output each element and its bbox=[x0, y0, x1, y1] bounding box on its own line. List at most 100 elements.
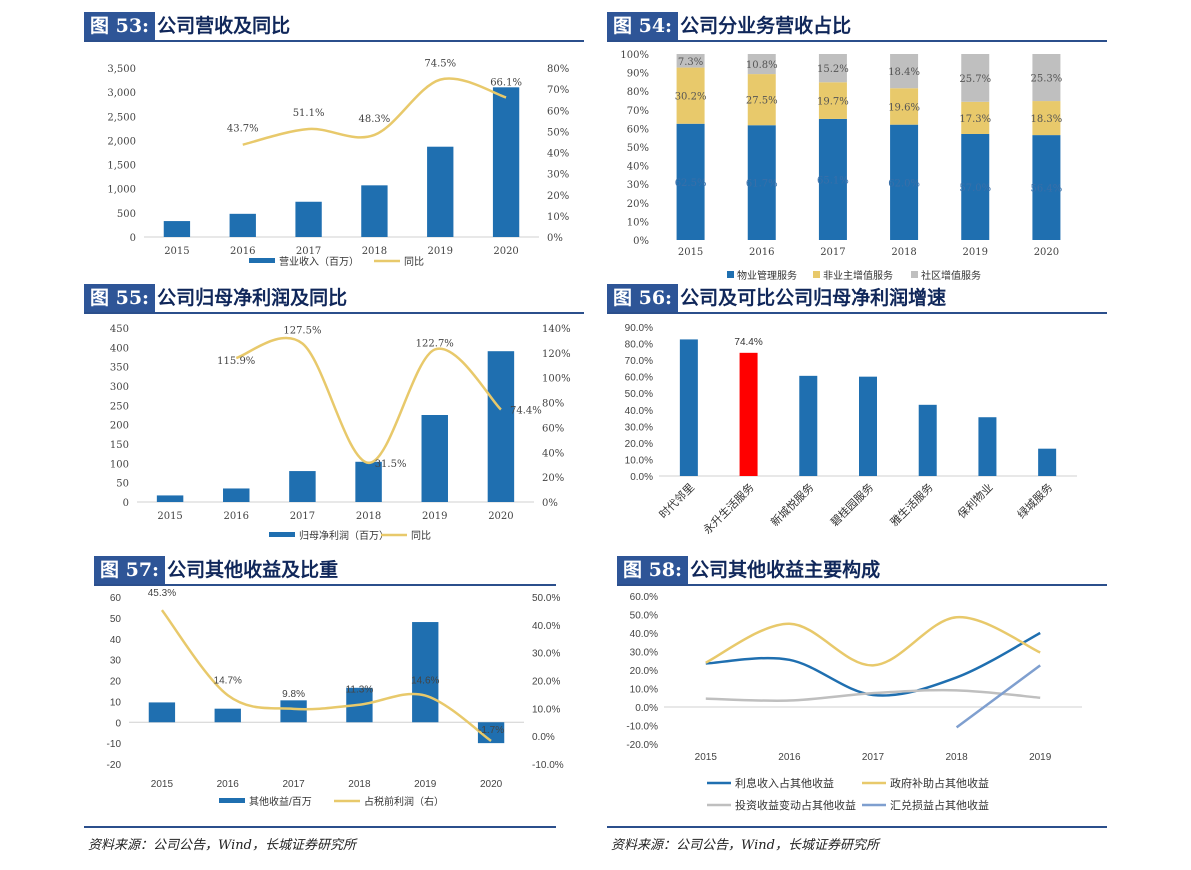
bar-雅生活服务 bbox=[918, 404, 937, 476]
panel-fig55: 图 55: 公司归母净利润及同比 0 50 100 150 200 250 300 350 400… bbox=[84, 284, 584, 549]
fig56-title-bar: 图 56: 公司及可比公司归母净利润增速 bbox=[607, 284, 1107, 314]
bar-2019 bbox=[412, 622, 439, 723]
y-tick-label: 100 bbox=[110, 459, 129, 470]
segment-label: 19.6% bbox=[888, 102, 920, 113]
x-tick-label: 碧桂园服务 bbox=[827, 480, 876, 529]
segment-label: 18.4% bbox=[888, 67, 920, 78]
y-tick-label: 3,000 bbox=[107, 88, 136, 99]
legend-bar-label: 营业收入（百万） bbox=[279, 255, 359, 268]
y-tick-label: 60.0% bbox=[630, 592, 658, 603]
legend-bar-label: 其他收益/百万 bbox=[249, 795, 312, 808]
x-tick-label: 新城悦服务 bbox=[768, 480, 817, 529]
x-tick-label: 2018 bbox=[891, 247, 916, 258]
y-tick-label: 70.0% bbox=[625, 356, 653, 367]
highlight-value-label: 74.4% bbox=[734, 337, 762, 348]
x-tick-label: 2016 bbox=[230, 246, 255, 257]
legend-bar-swatch bbox=[249, 258, 275, 263]
source-note-right: 资料来源：公司公告，Wind，长城证券研究所 bbox=[611, 838, 879, 853]
panel-fig53: 图 53: 公司营收及同比 0 500 1,000 1,500 2,000 2,500 3,0… bbox=[84, 12, 584, 272]
fig55-tag: 图 55: bbox=[84, 284, 156, 312]
legend-line-label: 同比 bbox=[404, 256, 424, 268]
segment-非业主增值服务-2019 bbox=[961, 101, 990, 134]
bar-2016 bbox=[214, 708, 241, 723]
y-tick-label: 50% bbox=[627, 143, 649, 154]
x-tick-label: 2019 bbox=[963, 247, 988, 258]
y-tick-label: 50 bbox=[110, 614, 122, 625]
line-series-yoy bbox=[242, 77, 507, 146]
y2-tick-label: 50% bbox=[547, 127, 569, 138]
segment-label: 57.0% bbox=[959, 183, 991, 194]
y-tick-label: 50 bbox=[116, 479, 129, 490]
y2-tick-label: 60% bbox=[542, 423, 564, 434]
y-tick-label: 30.0% bbox=[625, 422, 653, 433]
chart-fig58: -20.0% -10.0% 0.0% 10.0% 20.0% 30.0% 40.0% 50.0… bbox=[626, 592, 1082, 812]
segment-label: 25.3% bbox=[1031, 74, 1063, 85]
y-tick-label: 20 bbox=[110, 677, 122, 688]
line-data-label: 45.3% bbox=[148, 588, 176, 599]
y-tick-label: 10 bbox=[110, 697, 122, 708]
y-tick-label: 80% bbox=[627, 87, 649, 98]
x-tick-label: 2016 bbox=[224, 511, 249, 522]
y-tick-label: 3,500 bbox=[107, 64, 136, 75]
y-tick-label: 40 bbox=[110, 635, 122, 646]
y-tick-label: 0 bbox=[130, 233, 136, 244]
x-tick-label: 2017 bbox=[820, 247, 845, 258]
y-tick-label: -10 bbox=[107, 739, 122, 750]
y2-tick-label: 60% bbox=[547, 106, 569, 117]
bar-2017 bbox=[289, 471, 316, 502]
x-tick-label: 2020 bbox=[488, 511, 513, 522]
segment-label: 7.3% bbox=[678, 57, 703, 68]
x-tick-label: 2015 bbox=[164, 246, 189, 257]
segment-label: 62.0% bbox=[888, 178, 920, 189]
segment-社区增值服务-2016 bbox=[747, 54, 776, 75]
x-tick-label: 2016 bbox=[778, 752, 801, 763]
x-tick-label: 2018 bbox=[356, 511, 381, 522]
legend-label: 非业主增值服务 bbox=[823, 269, 893, 282]
segment-label: 65.1% bbox=[817, 175, 849, 186]
y2-tick-label: 80% bbox=[542, 399, 564, 410]
line-data-label: 74.5% bbox=[424, 59, 456, 70]
y2-tick-label: 20.0% bbox=[532, 677, 560, 688]
segment-社区增值服务-2019 bbox=[961, 54, 990, 102]
line-data-label: 122.7% bbox=[416, 339, 454, 350]
line-series-3 bbox=[955, 664, 1041, 729]
y-tick-label: 2,000 bbox=[107, 136, 136, 147]
segment-社区增值服务-2018 bbox=[890, 54, 919, 89]
y-tick-label: 20% bbox=[627, 199, 649, 210]
x-tick-label: 绿城服务 bbox=[1014, 480, 1055, 521]
chart-fig55: 0 50 100 150 200 250 300 350 400 450 0% 20% 40% 60% 80… bbox=[110, 324, 571, 542]
y-tick-label: 30 bbox=[110, 656, 122, 667]
bar-2017 bbox=[295, 201, 322, 237]
y-tick-label: 20.0% bbox=[625, 439, 653, 450]
y-tick-label: 50.0% bbox=[630, 611, 658, 622]
legend-label: 政府补助占其他收益 bbox=[890, 776, 989, 790]
segment-label: 30.2% bbox=[675, 92, 707, 103]
segment-label: 19.7% bbox=[817, 97, 849, 108]
source-note-left: 资料来源：公司公告，Wind，长城证券研究所 bbox=[88, 838, 356, 853]
fig57-title-bar: 图 57: 公司其他收益及比重 bbox=[94, 556, 556, 586]
segment-label: 27.5% bbox=[746, 96, 778, 107]
x-tick-label: 2017 bbox=[862, 752, 885, 763]
y-tick-label: -20 bbox=[107, 760, 122, 771]
y-tick-label: 200 bbox=[110, 421, 129, 432]
y-tick-label: 250 bbox=[110, 401, 129, 412]
bar-2019 bbox=[421, 415, 448, 502]
segment-社区增值服务-2020 bbox=[1032, 54, 1061, 102]
bar-2019 bbox=[427, 146, 454, 237]
y2-tick-label: 140% bbox=[542, 324, 571, 335]
x-tick-label: 2018 bbox=[945, 752, 968, 763]
bar-2015 bbox=[148, 702, 176, 723]
y2-tick-label: 40.0% bbox=[532, 621, 560, 632]
x-tick-label: 2019 bbox=[414, 779, 437, 790]
segment-物业管理服务-2020 bbox=[1032, 135, 1061, 240]
line-series-yoy bbox=[160, 609, 492, 742]
fig53-tag: 图 53: bbox=[84, 12, 156, 40]
x-tick-label: 2016 bbox=[217, 779, 240, 790]
segment-物业管理服务-2016 bbox=[747, 125, 776, 240]
y2-tick-label: 120% bbox=[542, 349, 571, 360]
bar-2016 bbox=[223, 488, 250, 502]
y-tick-label: 80.0% bbox=[625, 340, 653, 351]
y2-tick-label: 10.0% bbox=[532, 704, 560, 715]
segment-物业管理服务-2017 bbox=[818, 118, 847, 240]
line-data-label: 11.3% bbox=[346, 685, 374, 696]
